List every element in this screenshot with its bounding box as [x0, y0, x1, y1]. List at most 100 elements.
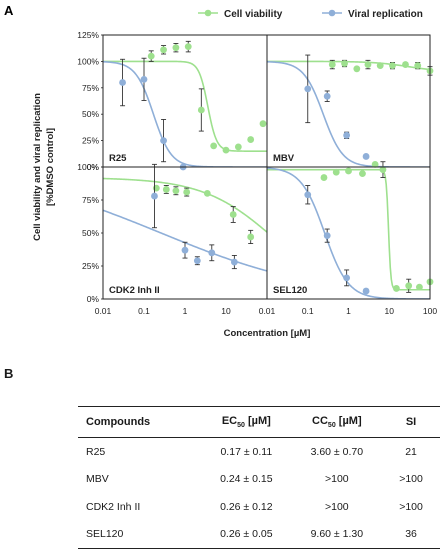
viability-point: [197, 106, 205, 114]
viability-point: [402, 61, 409, 68]
cell-cc50: >100: [325, 473, 349, 486]
x-tick-label: 0.01: [259, 306, 276, 316]
legend-viability-label: Cell viability: [224, 9, 283, 20]
replication-point: [323, 232, 331, 240]
panel-sel120: SEL120: [267, 160, 434, 299]
header-si: SI: [382, 405, 440, 439]
y-tick-label: 0%: [87, 162, 100, 172]
x-axis-title: Concentration [µM]: [224, 328, 311, 339]
header-cc50: CC50 [µM]: [291, 405, 383, 439]
viability-point: [345, 167, 352, 175]
viability-point: [389, 62, 396, 70]
y-tick-label: 25%: [82, 261, 99, 271]
viability-point: [393, 285, 400, 292]
replication-point: [323, 92, 331, 100]
viability-point: [184, 43, 192, 51]
cell-ec50: 0.26 ± 0.05: [201, 520, 292, 550]
legend: Cell viability Viral replication: [198, 9, 423, 20]
y-tick-label: 125%: [77, 30, 99, 40]
replication-point: [208, 249, 216, 257]
legend-viability-marker: [204, 9, 212, 17]
viability-point: [341, 60, 348, 67]
viability-point: [371, 160, 379, 168]
y-tick-label: 100%: [77, 56, 99, 66]
x-tick-label: 0.1: [138, 306, 150, 316]
cell-compound: R25: [86, 445, 106, 458]
x-tick-label: 1: [183, 306, 188, 316]
viability-point: [379, 166, 387, 174]
results-table-container: Compounds EC50 [µM] CC50 [µM] SI R25 0.1…: [78, 405, 440, 550]
viability-point: [332, 168, 340, 176]
header-compounds: Compounds: [78, 405, 202, 439]
panel-label: R25: [109, 153, 127, 164]
viability-point: [247, 233, 255, 241]
viability-point: [405, 282, 413, 290]
table-row: CDK2 Inh II 0.26 ± 0.12 >100 >100: [78, 493, 440, 521]
legend-replication-label: Viral replication: [348, 9, 423, 20]
viability-point: [162, 186, 170, 193]
replication-point: [181, 246, 189, 254]
replication-point: [230, 258, 238, 266]
viability-point: [364, 61, 372, 68]
viability-point: [229, 211, 237, 218]
viability-fit-curve: [267, 168, 430, 291]
table-row: SEL120 0.26 ± 0.05 9.60 ± 1.30 36: [78, 520, 440, 550]
replication-point: [140, 75, 148, 83]
viability-point: [172, 44, 180, 52]
replication-point: [362, 153, 370, 160]
cell-si: >100: [399, 473, 423, 486]
viability-point: [234, 143, 242, 151]
y-tick-label: 25%: [82, 136, 99, 146]
x-tick-label: 0.1: [302, 306, 314, 316]
cell-ec50: 0.17 ± 0.11: [220, 445, 273, 458]
dose-response-chart: A Cell viability Viral replication Cell …: [4, 3, 437, 339]
y-tick-label: 75%: [82, 83, 99, 93]
x-tick-label: 10: [385, 306, 395, 316]
viability-point: [320, 174, 328, 181]
cell-compound: SEL120: [78, 520, 202, 550]
axes-labels: Cell viability and viral replication [%D…: [32, 93, 310, 339]
header-ec50: EC50 [µM]: [201, 405, 292, 439]
y-tick-label: 50%: [82, 228, 99, 238]
table-row: R25 0.17 ± 0.11 3.60 ± 0.70 21: [78, 438, 440, 466]
viability-fit-curve: [103, 177, 267, 233]
viability-point: [376, 62, 384, 70]
y-tick-label: 50%: [82, 109, 99, 119]
panel-label: CDK2 Inh II: [109, 285, 160, 296]
viability-point: [210, 142, 218, 150]
replication-point: [304, 191, 312, 199]
viability-fit-curve: [103, 60, 267, 152]
panel-label: SEL120: [273, 285, 307, 296]
x-tick-label: 0.01: [95, 306, 112, 316]
cell-ec50: 0.24 ± 0.15: [220, 473, 273, 486]
viability-point: [147, 52, 155, 60]
cell-cc50: >100: [325, 500, 349, 513]
replication-point: [343, 274, 351, 282]
cell-si: >100: [399, 500, 423, 513]
cell-si: 21: [405, 445, 417, 458]
cell-compound: CDK2 Inh II: [86, 500, 141, 513]
legend-replication-marker: [328, 9, 336, 17]
table-header-row: Compounds EC50 [µM] CC50 [µM] SI: [78, 405, 440, 439]
replication-point: [151, 192, 158, 200]
y-tick-label: 100%: [77, 162, 99, 172]
table-row: MBV 0.24 ± 0.15 >100 >100: [78, 466, 440, 494]
viability-point: [172, 187, 180, 195]
x-tick-label: 1: [346, 306, 351, 316]
viability-point: [353, 65, 361, 73]
replication-point: [119, 79, 126, 86]
viability-point: [152, 184, 160, 192]
panel-mbv: MBV: [267, 54, 434, 167]
replication-point: [362, 287, 370, 295]
panel-b-letter: B: [4, 366, 14, 381]
replication-fit-curve: [103, 209, 267, 272]
viability-point: [183, 188, 191, 196]
panel-cdk2-inh-ii: CDK2 Inh II: [103, 163, 267, 296]
viability-point: [203, 190, 211, 197]
replication-point: [193, 257, 201, 265]
replication-point: [343, 131, 351, 139]
results-table: Compounds EC50 [µM] CC50 [µM] SI R25 0.1…: [78, 405, 440, 550]
viability-point: [247, 136, 255, 143]
y-axis-title-line2: [%DMSO control]: [45, 128, 56, 206]
